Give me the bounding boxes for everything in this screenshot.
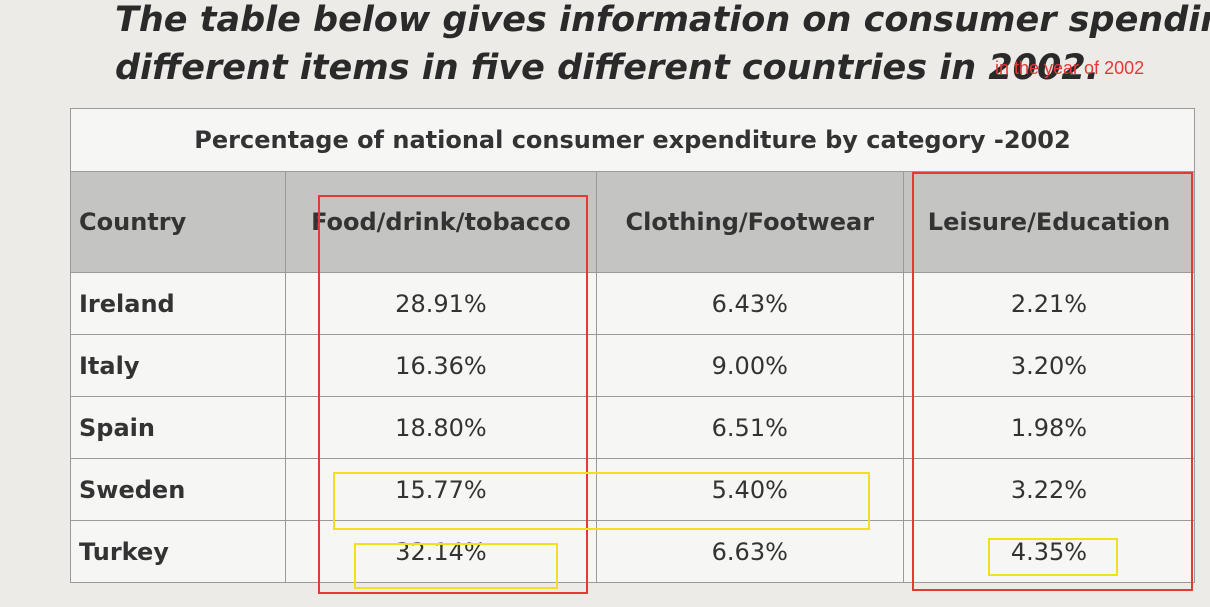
table-cell: 18.80% [285,396,597,459]
column-header: Clothing/Footwear [595,171,904,273]
table-cell: 3.22% [902,458,1196,521]
highlight-box [333,472,870,530]
row-label: Sweden [69,458,287,521]
table-cell: 1.98% [902,396,1196,459]
table-cell: 6.51% [595,396,904,459]
table-cell: 9.00% [595,334,904,397]
table-row: Turkey 32.14% 6.63% 4.35% [69,520,1196,583]
table-cell: 6.63% [595,520,904,583]
row-label: Ireland [69,272,287,335]
title-line: different items in five different countr… [115,48,1100,88]
highlight-box [988,538,1118,576]
table-row: Spain 18.80% 6.51% 1.98% [69,396,1196,459]
highlight-box [318,195,588,594]
annotation-note: in the year of 2002 [995,58,1145,78]
column-header: Leisure/Education [902,171,1196,273]
table-cell: 5.40% [595,458,904,521]
table-row: Italy 16.36% 9.00% 3.20% [69,334,1196,397]
column-header: Country [69,171,287,273]
table-cell: 32.14% [285,520,597,583]
highlight-box [354,543,558,589]
table: Percentage of national consumer expendit… [69,108,1196,583]
table-cell: 6.43% [595,272,904,335]
table-cell: 4.35% [902,520,1196,583]
highlight-box [912,172,1193,591]
table-caption: Percentage of national consumer expendit… [70,108,1195,172]
table-cell: 3.20% [902,334,1196,397]
row-label: Spain [69,396,287,459]
table-cell: 16.36% [285,334,597,397]
title-line: The table below gives information on con… [115,0,1210,40]
row-label: Italy [69,334,287,397]
header-row: Country Food/drink/tobacco Clothing/Footwe… [69,171,1196,273]
table-row: Sweden 15.77% 5.40% 3.22% [69,458,1196,521]
row-label: Turkey [69,520,287,583]
